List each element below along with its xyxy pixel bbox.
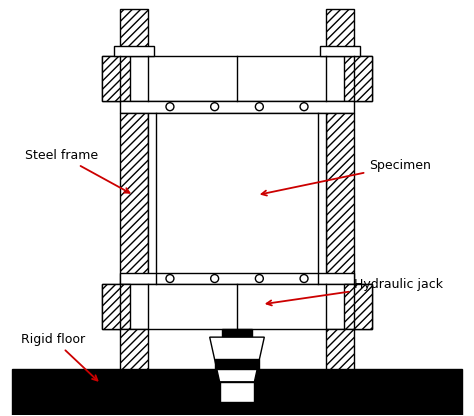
Bar [327,329,354,369]
Polygon shape [210,337,264,382]
Bar [344,56,372,101]
Bar [215,359,259,369]
Bar [120,113,147,285]
Bar [327,9,354,56]
Bar [102,56,130,101]
Bar [120,272,354,285]
Text: Hydraulic jack: Hydraulic jack [266,278,443,305]
Bar [344,285,372,329]
Bar [320,46,360,56]
Bar [102,285,372,329]
Text: Specimen: Specimen [262,159,431,196]
Text: Rigid floor: Rigid floor [21,333,98,381]
Bar [120,9,147,56]
Bar [102,285,130,329]
Bar [102,56,372,101]
Bar [11,369,463,415]
Bar [114,46,154,56]
Bar [120,329,147,369]
Text: Steel frame: Steel frame [25,149,129,193]
Bar [120,101,354,113]
Bar [147,113,327,285]
Bar [222,329,252,337]
Bar [327,113,354,285]
Bar [219,382,255,402]
